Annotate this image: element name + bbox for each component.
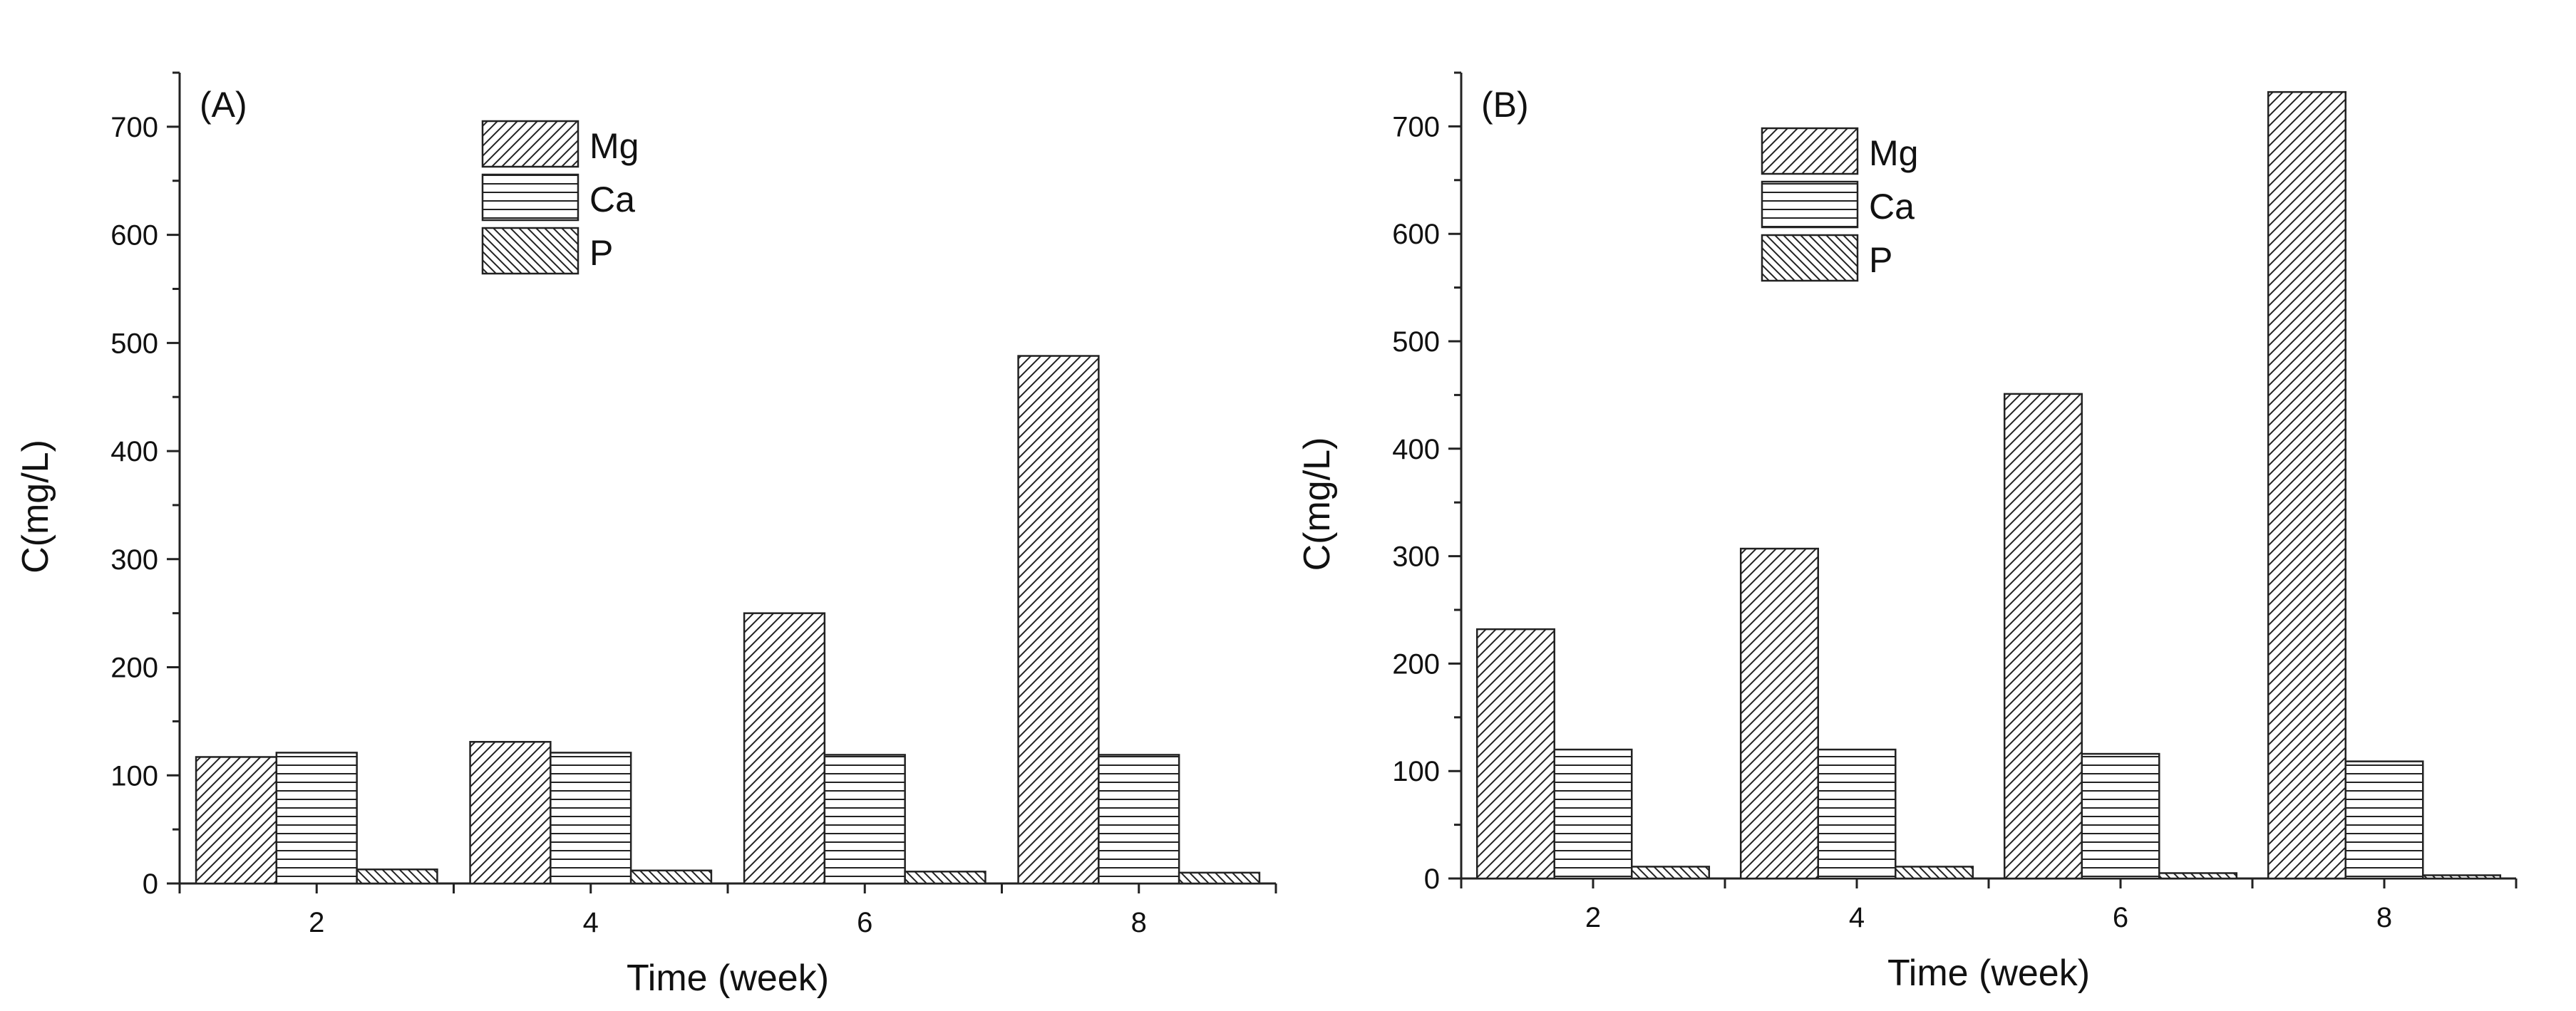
y-tick-label: 200: [110, 653, 158, 684]
legend: Mg Ca P: [481, 120, 639, 275]
x-tick-label: 4: [583, 907, 599, 938]
bar-mg-6: [743, 612, 826, 885]
legend-swatch-ca: [481, 173, 579, 222]
x-tick-label: 4: [1849, 902, 1865, 933]
legend: Mg Ca P: [1761, 127, 1918, 282]
bar-mg-4: [469, 740, 552, 885]
bar-p-2: [356, 869, 438, 885]
y-tick-label: 700: [1392, 111, 1440, 142]
y-tick-label: 700: [110, 112, 158, 143]
x-tick-label: 2: [309, 907, 324, 938]
y-tick-label: 500: [110, 328, 158, 359]
panel-label: (A): [200, 85, 247, 125]
legend-swatch-mg: [1761, 127, 1859, 175]
y-axis-title: C(mg/L): [15, 440, 56, 574]
bar-ca-8: [2344, 760, 2424, 880]
legend-label-mg: Mg: [589, 126, 639, 166]
x-tick-label: 2: [1585, 902, 1601, 933]
bar-ca-4: [1817, 748, 1897, 880]
bar-ca-6: [823, 754, 906, 885]
legend-swatch-ca: [1761, 180, 1859, 229]
chart-panel-2: 0 100 200 300 400 500 600 700 2 4 6 8 Time (week) C(m…: [1297, 71, 2518, 994]
y-tick-label: 500: [1392, 326, 1440, 358]
legend-swatch-mg: [481, 120, 579, 168]
y-tick-label: 200: [1392, 648, 1440, 680]
y-tick-label: 400: [110, 436, 158, 467]
legend-label-mg: Mg: [1869, 133, 1918, 173]
bar-p-4: [629, 869, 713, 885]
bar-p-6: [904, 871, 986, 885]
bar-ca-8: [1098, 754, 1180, 885]
x-axis-title: Time (week): [627, 958, 829, 999]
panel-label: (B): [1481, 85, 1529, 125]
y-tick-label: 100: [1392, 756, 1440, 787]
x-tick-label: 6: [857, 907, 872, 938]
bar-p-4: [1895, 866, 1974, 880]
bar-mg-4: [1739, 547, 1819, 880]
bar-mg-2: [195, 756, 278, 885]
legend-label-p: P: [589, 233, 613, 273]
y-tick-label: 0: [143, 869, 158, 900]
x-tick-label: 8: [2376, 902, 2392, 933]
bar-p-6: [2158, 872, 2238, 880]
bar-mg-6: [2003, 393, 2083, 880]
bar-ca-4: [550, 752, 632, 885]
y-tick-label: 300: [1392, 541, 1440, 573]
bar-mg-8: [1017, 355, 1100, 885]
y-tick-label: 100: [110, 760, 158, 792]
y-tick-label: 600: [1392, 219, 1440, 250]
legend-swatch-p: [1761, 234, 1859, 282]
bar-p-8: [1178, 871, 1261, 885]
bar-p-8: [2422, 874, 2502, 880]
legend-swatch-p: [481, 227, 579, 275]
legend-label-ca: Ca: [1869, 187, 1915, 227]
x-tick-label: 6: [2113, 902, 2128, 933]
x-tick-label: 8: [1131, 907, 1147, 938]
y-tick-label: 0: [1424, 864, 1440, 895]
bar-ca-6: [2081, 752, 2160, 880]
bar-mg-2: [1475, 628, 1555, 880]
y-tick-label: 300: [110, 544, 158, 576]
bar-ca-2: [275, 752, 358, 885]
bar-ca-2: [1553, 748, 1633, 880]
y-tick-label: 600: [110, 220, 158, 252]
x-axis-title: Time (week): [1887, 953, 2090, 994]
bar-mg-8: [2267, 90, 2346, 880]
legend-label-p: P: [1869, 240, 1892, 280]
chart-panel-1: 0 100 200 300 400 500 600 700 2 4 6 8 Time (week) C(m…: [15, 71, 1277, 999]
bar-p-2: [1631, 866, 1711, 880]
legend-label-ca: Ca: [589, 180, 635, 219]
y-tick-label: 400: [1392, 434, 1440, 465]
y-axis-title: C(mg/L): [1297, 437, 1338, 571]
